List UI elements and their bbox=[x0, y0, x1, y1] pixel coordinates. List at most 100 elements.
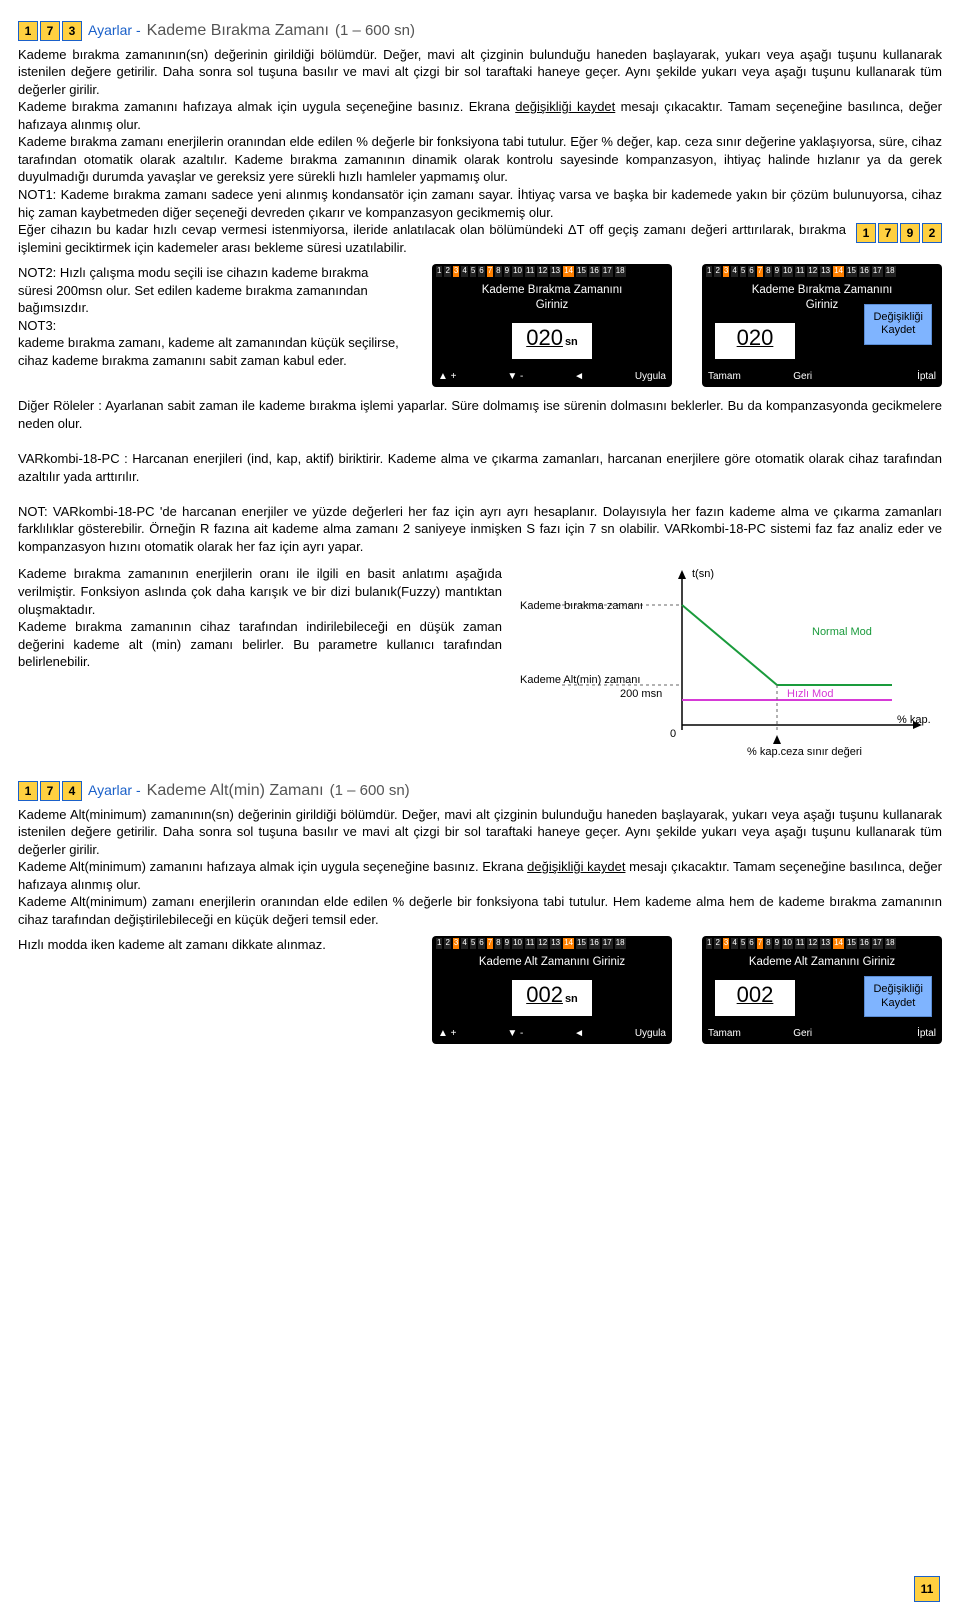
paragraph: Kademe Alt(minimum) zamanını hafızaya al… bbox=[18, 858, 942, 893]
device-value: 020 bbox=[737, 323, 774, 353]
text: Kademe Alt(minimum) zamanını hafızaya al… bbox=[18, 859, 527, 874]
graph-label-mid: Kademe Alt(min) zamanı bbox=[520, 674, 640, 686]
graph-label-bottom: % kap.ceza sınır değeri bbox=[747, 746, 862, 758]
graph-label-zero: 0 bbox=[670, 728, 676, 740]
footer-btn[interactable]: Geri bbox=[793, 1027, 812, 1041]
num-box: 7 bbox=[878, 223, 898, 243]
graph-xlabel: % kap. bbox=[897, 714, 931, 726]
device-value: 002 bbox=[737, 980, 774, 1010]
device-screen-right: 123456789101112131415161718 Kademe Bırak… bbox=[702, 264, 942, 387]
graph-side-text: Kademe bırakma zamanının enerjilerin ora… bbox=[18, 565, 502, 770]
inline-num-boxes: 1 7 9 2 bbox=[856, 223, 942, 243]
device-row-1: NOT2: Hızlı çalışma modu seçili ise ciha… bbox=[18, 264, 942, 387]
device-value: 002 bbox=[526, 980, 563, 1010]
device-screen-right: 123456789101112131415161718 Kademe Alt Z… bbox=[702, 936, 942, 1044]
text: Giriniz bbox=[536, 299, 569, 311]
section-title: Kademe Bırakma Zamanı bbox=[147, 20, 329, 42]
section-1-nums: 1 7 3 bbox=[18, 21, 82, 41]
num-box: 1 bbox=[856, 223, 876, 243]
graph-label-fast: Hızlı Mod bbox=[787, 688, 833, 700]
num-box: 7 bbox=[40, 21, 60, 41]
paragraph: Diğer Röleler : Ayarlanan sabit zaman il… bbox=[18, 397, 942, 432]
footer-btn[interactable]: Uygula bbox=[635, 1027, 666, 1041]
device-row-2: Hızlı modda iken kademe alt zamanı dikka… bbox=[18, 936, 942, 1044]
section-2-header: 1 7 4 Ayarlar - Kademe Alt(min) Zamanı (… bbox=[18, 780, 942, 802]
underline-text: değişikliği kaydet bbox=[527, 859, 625, 874]
side-note: NOT2: Hızlı çalışma modu seçili ise ciha… bbox=[18, 264, 402, 387]
device-value-box: 020 bbox=[714, 322, 796, 360]
section-title: Kademe Alt(min) Zamanı bbox=[147, 780, 324, 802]
paragraph: NOT: VARkombi-18-PC 'de harcanan enerjil… bbox=[18, 503, 942, 556]
section-1-header: 1 7 3 Ayarlar - Kademe Bırakma Zamanı (1… bbox=[18, 20, 942, 42]
paragraph: Kademe Alt(minimum) zamanı enerjilerin o… bbox=[18, 893, 942, 928]
footer-btn[interactable]: ◄ bbox=[574, 370, 584, 384]
device-indicator-bar: 123456789101112131415161718 bbox=[702, 936, 942, 951]
paragraph: Kademe bırakma zamanı enerjilerin oranın… bbox=[18, 133, 942, 186]
paragraph: Kademe bırakma zamanını hafızaya almak i… bbox=[18, 98, 942, 133]
footer-btn[interactable]: ▲ + bbox=[438, 1027, 457, 1041]
footer-btn[interactable]: ◄ bbox=[574, 1027, 584, 1041]
section-range: (1 – 600 sn) bbox=[330, 781, 410, 801]
text: Giriniz bbox=[806, 299, 839, 311]
text: Kademe bırakma zamanını hafızaya almak i… bbox=[18, 99, 515, 114]
num-box: 1 bbox=[18, 781, 38, 801]
footer-btn[interactable]: ▲ + bbox=[438, 370, 457, 384]
graph-label-top: Kademe bırakma zamanı bbox=[520, 600, 643, 612]
device-footer: ▲ + ▼ - ◄ Uygula bbox=[432, 368, 672, 388]
footer-btn[interactable]: Tamam bbox=[708, 370, 741, 384]
footer-btn[interactable]: Uygula bbox=[635, 370, 666, 384]
device-screen-left: 123456789101112131415161718 Kademe Bırak… bbox=[432, 264, 672, 387]
num-box: 7 bbox=[40, 781, 60, 801]
page-number: 11 bbox=[914, 1576, 940, 1602]
underline-text: değişikliği kaydet bbox=[515, 99, 615, 114]
num-box: 4 bbox=[62, 781, 82, 801]
side-note: Hızlı modda iken kademe alt zamanı dikka… bbox=[18, 936, 402, 1044]
footer-btn[interactable]: İptal bbox=[917, 370, 936, 384]
device-indicator-bar: 123456789101112131415161718 bbox=[702, 264, 942, 279]
device-indicator-bar: 123456789101112131415161718 bbox=[432, 936, 672, 951]
num-box: 9 bbox=[900, 223, 920, 243]
device-footer: Tamam Geri İptal bbox=[702, 1025, 942, 1045]
text: Değişikliği bbox=[873, 983, 923, 995]
paragraph: NOT1: Kademe bırakma zamanı sadece yeni … bbox=[18, 186, 942, 221]
save-popup: Değişikliği Kaydet bbox=[864, 304, 932, 344]
text: Kademe Bırakma Zamanını bbox=[752, 284, 893, 296]
text: Kademe Bırakma Zamanını bbox=[482, 284, 623, 296]
graph-label-mid2: 200 msn bbox=[620, 688, 662, 700]
footer-btn[interactable]: ▼ - bbox=[507, 1027, 523, 1041]
section-label: Ayarlar - bbox=[88, 781, 141, 800]
device-screen-left: 123456789101112131415161718 Kademe Alt Z… bbox=[432, 936, 672, 1044]
graph-svg: t(sn) Kademe bırakma zamanı Kademe Alt(m… bbox=[512, 565, 942, 770]
save-popup: Değişikliği Kaydet bbox=[864, 976, 932, 1016]
device-value-box: 002 bbox=[714, 979, 796, 1017]
section-label: Ayarlar - bbox=[88, 21, 141, 40]
footer-btn[interactable]: ▼ - bbox=[507, 370, 523, 384]
device-value-box: 002 sn bbox=[511, 979, 593, 1017]
num-box: 1 bbox=[18, 21, 38, 41]
device-title: Kademe Alt Zamanını Giriniz bbox=[702, 951, 942, 973]
text: Kaydet bbox=[881, 324, 915, 336]
text: Değişikliği bbox=[873, 311, 923, 323]
text: Eğer cihazın bu kadar hızlı cevap vermes… bbox=[18, 222, 846, 255]
device-value: 020 bbox=[526, 323, 563, 353]
footer-btn[interactable]: Tamam bbox=[708, 1027, 741, 1041]
section-range: (1 – 600 sn) bbox=[335, 21, 415, 41]
text: Kaydet bbox=[881, 997, 915, 1009]
graph-block: Kademe bırakma zamanının enerjilerin ora… bbox=[18, 565, 942, 770]
num-box: 2 bbox=[922, 223, 942, 243]
paragraph: Kademe bırakma zamanının(sn) değerinin g… bbox=[18, 46, 942, 99]
device-value-box: 020 sn bbox=[511, 322, 593, 360]
paragraph: VARkombi-18-PC : Harcanan enerjileri (in… bbox=[18, 450, 942, 485]
num-box: 3 bbox=[62, 21, 82, 41]
device-footer: Tamam Geri İptal bbox=[702, 368, 942, 388]
paragraph: Kademe Alt(minimum) zamanının(sn) değeri… bbox=[18, 806, 942, 859]
section-2-nums: 1 7 4 bbox=[18, 781, 82, 801]
device-indicator-bar: 123456789101112131415161718 bbox=[432, 264, 672, 279]
footer-btn[interactable]: İptal bbox=[917, 1027, 936, 1041]
device-title: Kademe Alt Zamanını Giriniz bbox=[432, 951, 672, 973]
device-unit: sn bbox=[565, 335, 578, 350]
paragraph: 1 7 9 2 Eğer cihazın bu kadar hızlı ceva… bbox=[18, 221, 942, 256]
device-title: Kademe Bırakma Zamanını Giriniz bbox=[432, 279, 672, 316]
footer-btn[interactable]: Geri bbox=[793, 370, 812, 384]
graph-ylabel: t(sn) bbox=[692, 568, 714, 580]
